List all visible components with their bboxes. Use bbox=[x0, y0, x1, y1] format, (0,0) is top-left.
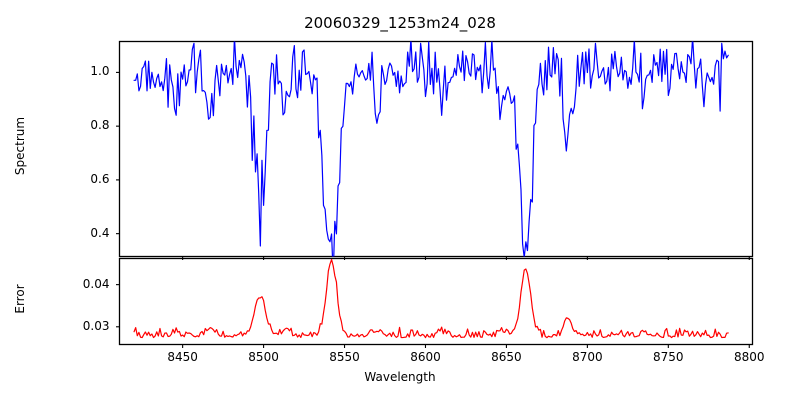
y-tick-label: 0.8 bbox=[90, 118, 110, 133]
y-tick-label: 1.0 bbox=[90, 64, 110, 79]
spectrum-line bbox=[133, 41, 729, 257]
figure-title: 20060329_1253m24_028 bbox=[304, 14, 496, 32]
wavelength-axis-label: Wavelength bbox=[364, 370, 436, 384]
y-tick-label: 0.03 bbox=[82, 318, 110, 333]
x-tick-label: 8650 bbox=[491, 349, 522, 364]
x-tick-label: 8750 bbox=[653, 349, 684, 364]
axes-ticks bbox=[116, 71, 750, 348]
error-panel-frame bbox=[118, 257, 754, 346]
axes-frames bbox=[118, 40, 754, 346]
spectrum-panel-frame bbox=[118, 40, 754, 258]
error-line bbox=[133, 258, 729, 339]
data-curves bbox=[133, 41, 729, 339]
x-tick-label: 8500 bbox=[248, 349, 279, 364]
x-tick-label: 8800 bbox=[733, 349, 765, 364]
x-tick-label: 8550 bbox=[329, 349, 360, 364]
x-tick-label: 8700 bbox=[572, 349, 603, 364]
x-tick-label: 8450 bbox=[167, 349, 198, 364]
y-tick-label: 0.4 bbox=[90, 225, 110, 240]
y-tick-label: 0.6 bbox=[90, 171, 110, 186]
y-tick-label: 0.04 bbox=[82, 276, 110, 291]
x-tick-label: 8600 bbox=[410, 349, 441, 364]
